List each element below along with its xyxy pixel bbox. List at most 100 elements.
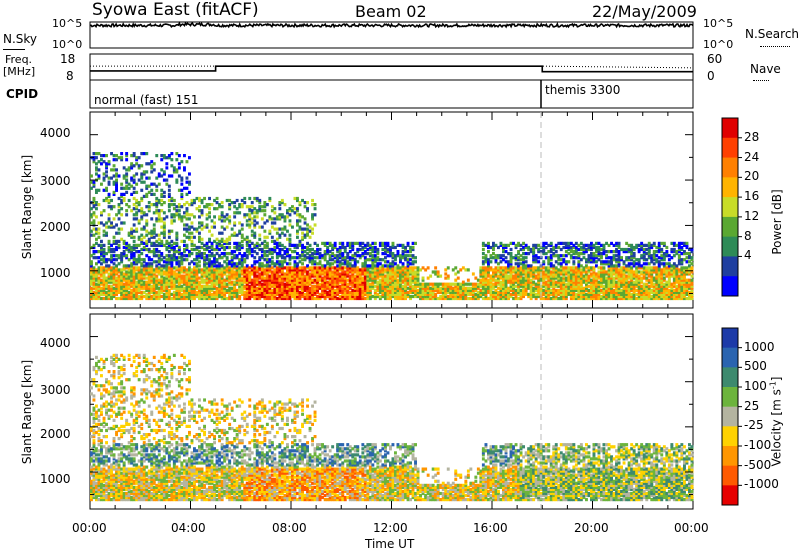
heatmap-cell xyxy=(569,256,573,260)
heatmap-cell xyxy=(336,266,340,270)
heatmap-cell xyxy=(270,274,274,278)
heatmap-cell xyxy=(157,182,161,186)
heatmap-cell xyxy=(607,274,611,278)
heatmap-cell xyxy=(180,219,184,223)
heatmap-cell xyxy=(198,280,201,284)
heatmap-cell xyxy=(504,290,508,294)
heatmap-cell xyxy=(296,274,299,278)
heatmap-cell xyxy=(160,286,164,290)
heatmap-cell xyxy=(449,284,453,288)
heatmap-cell xyxy=(298,276,302,280)
heatmap-cell xyxy=(92,250,96,254)
heatmap-cell xyxy=(240,205,244,209)
heatmap-cell xyxy=(278,243,282,247)
heatmap-cell xyxy=(248,213,252,217)
heatmap-cell xyxy=(245,270,249,274)
heatmap-cell xyxy=(348,270,352,274)
heatmap-cell xyxy=(296,270,299,274)
heatmap-cell xyxy=(582,274,586,278)
heatmap-cell xyxy=(95,286,98,290)
heatmap-cell xyxy=(273,245,277,250)
heatmap-cell xyxy=(275,243,279,247)
heatmap-cell xyxy=(218,272,221,276)
heatmap-cell xyxy=(607,286,611,290)
heatmap-cell xyxy=(90,207,93,211)
heatmap-cell xyxy=(112,250,116,254)
heatmap-cell xyxy=(301,270,304,274)
heatmap-cell xyxy=(564,288,568,292)
heatmap-cell xyxy=(157,286,161,290)
heatmap-cell xyxy=(333,296,337,301)
heatmap-cell xyxy=(504,288,508,292)
heatmap-cell xyxy=(152,252,156,256)
heatmap-cell xyxy=(298,294,302,299)
heatmap-cell xyxy=(250,250,254,254)
heatmap-cell xyxy=(401,252,405,256)
heatmap-cell xyxy=(175,235,179,239)
heatmap-cell xyxy=(286,215,289,219)
heatmap-cell xyxy=(145,270,149,274)
heatmap-cell xyxy=(270,292,274,296)
heatmap-cell xyxy=(351,245,355,250)
heatmap-cell xyxy=(311,217,314,221)
heatmap-cell xyxy=(200,245,204,250)
heatmap-cell xyxy=(293,296,297,301)
heatmap-cell xyxy=(519,276,523,280)
heatmap-cell xyxy=(597,254,601,258)
heatmap-cell xyxy=(406,274,410,278)
heatmap-cell xyxy=(145,276,149,280)
heatmap-cell xyxy=(107,286,111,290)
heatmap-cell xyxy=(210,270,214,274)
heatmap-cell xyxy=(336,264,340,268)
heatmap-cell xyxy=(286,272,289,276)
heatmap-cell xyxy=(414,280,417,284)
heatmap-cell xyxy=(587,296,591,301)
heatmap-cell xyxy=(180,196,184,201)
heatmap-cell xyxy=(532,260,536,264)
heatmap-cell xyxy=(419,296,422,301)
heatmap-cell xyxy=(137,286,141,290)
heatmap-cell xyxy=(617,272,621,276)
heatmap-cell xyxy=(617,260,621,264)
heatmap-cell xyxy=(509,288,513,292)
heatmap-cell xyxy=(406,290,410,294)
heatmap-cell xyxy=(155,203,159,207)
heatmap-cell xyxy=(376,284,380,288)
heatmap-cell xyxy=(190,288,194,292)
heatmap-cell xyxy=(147,162,151,166)
heatmap-cell xyxy=(384,245,387,250)
heatmap-cell xyxy=(524,266,528,270)
heatmap-cell xyxy=(419,294,422,299)
heatmap-cell xyxy=(132,186,136,190)
heatmap-cell xyxy=(97,266,101,270)
heatmap-cell xyxy=(590,258,593,262)
heatmap-cell xyxy=(100,211,103,215)
heatmap-cell xyxy=(137,178,141,182)
heatmap-cell xyxy=(301,288,304,292)
heatmap-cell xyxy=(502,286,505,290)
heatmap-cell xyxy=(481,278,485,282)
heatmap-cell xyxy=(165,182,169,186)
heatmap-cell xyxy=(213,264,216,268)
heatmap-cell xyxy=(384,292,387,296)
heatmap-cell xyxy=(600,256,603,260)
heatmap-cell xyxy=(585,292,588,296)
heatmap-cell xyxy=(557,274,561,278)
heatmap-cell xyxy=(213,268,216,272)
heatmap-cell xyxy=(155,217,159,221)
heatmap-cell xyxy=(617,243,621,247)
heatmap-cell xyxy=(489,296,493,301)
heatmap-cell xyxy=(258,296,262,301)
heatmap-cell xyxy=(110,280,113,284)
heatmap-cell xyxy=(105,290,108,294)
heatmap-cell xyxy=(346,268,350,272)
heatmap-cell xyxy=(479,278,483,282)
heatmap-cell xyxy=(381,272,385,276)
heatmap-cell xyxy=(301,266,304,270)
heatmap-cell xyxy=(250,284,254,288)
heatmap-cell xyxy=(286,286,289,290)
heatmap-cell xyxy=(107,258,111,262)
heatmap-cell xyxy=(105,286,108,290)
heatmap-cell xyxy=(137,237,141,241)
heatmap-cell xyxy=(165,254,169,258)
